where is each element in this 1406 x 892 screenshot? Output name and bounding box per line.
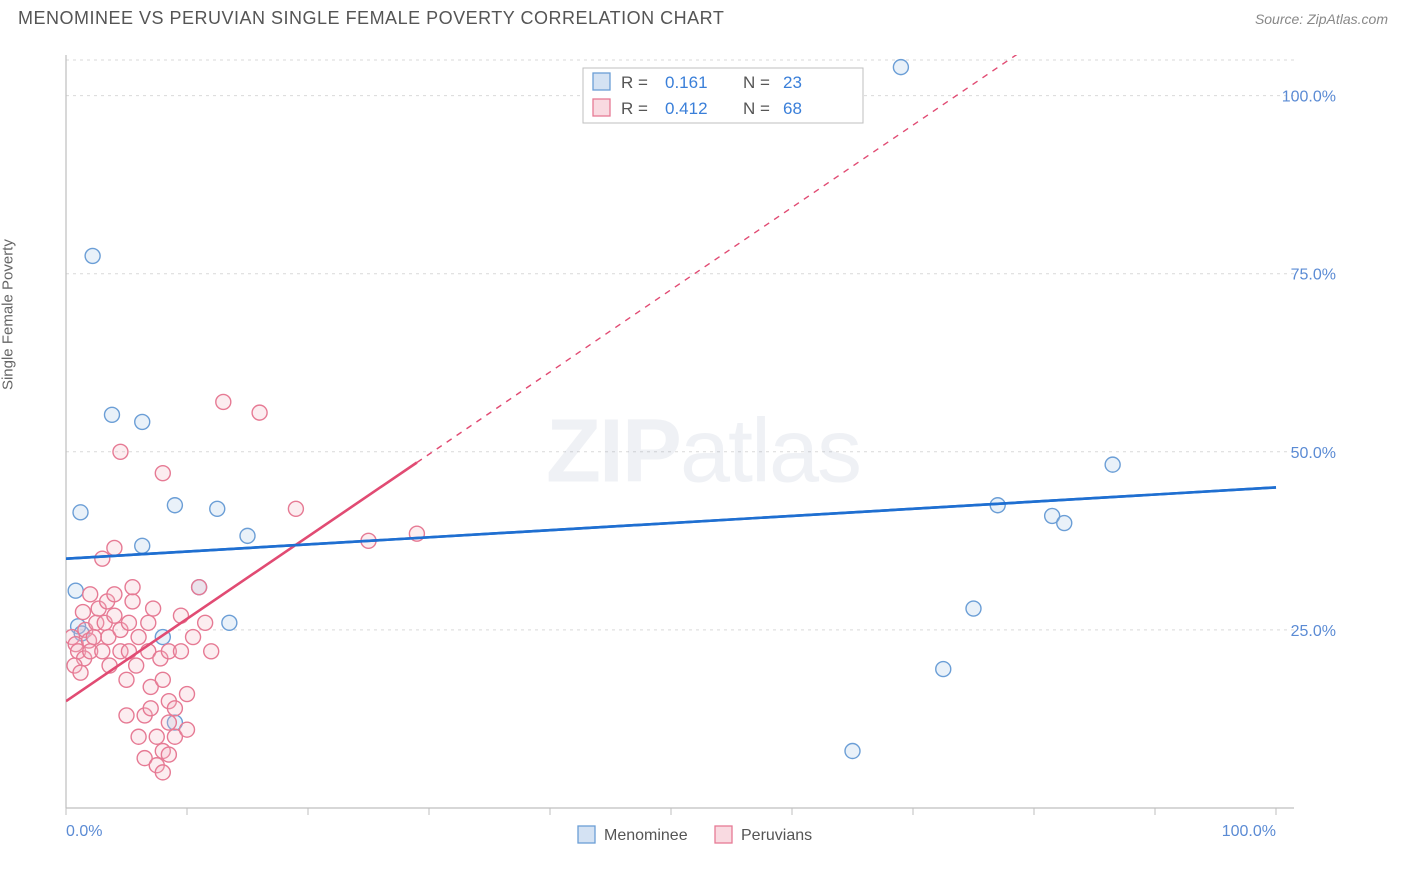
y-axis-label: Single Female Poverty	[0, 239, 17, 390]
svg-text:0.412: 0.412	[665, 99, 708, 118]
scatter-point	[129, 658, 144, 673]
scatter-point	[222, 615, 237, 630]
scatter-point	[95, 551, 110, 566]
scatter-point	[83, 587, 98, 602]
legend-swatch	[593, 73, 610, 90]
legend-label: Menominee	[604, 827, 688, 844]
scatter-point	[68, 583, 83, 598]
scatter-point	[113, 444, 128, 459]
scatter-point	[135, 538, 150, 553]
scatter-point	[119, 672, 134, 687]
scatter-point	[121, 615, 136, 630]
scatter-point	[121, 644, 136, 659]
scatter-point	[73, 665, 88, 680]
scatter-point	[107, 540, 122, 555]
scatter-point	[167, 701, 182, 716]
svg-text:0.161: 0.161	[665, 73, 708, 92]
scatter-point	[104, 407, 119, 422]
scatter-point	[155, 765, 170, 780]
scatter-point	[73, 505, 88, 520]
scatter-point	[155, 672, 170, 687]
scatter-point	[149, 729, 164, 744]
scatter-point	[141, 615, 156, 630]
scatter-point	[216, 394, 231, 409]
scatter-point	[1105, 457, 1120, 472]
scatter-point	[125, 580, 140, 595]
svg-text:100.0%: 100.0%	[1282, 89, 1336, 106]
scatter-point	[240, 528, 255, 543]
scatter-point	[252, 405, 267, 420]
scatter-point	[204, 644, 219, 659]
svg-text:23: 23	[783, 73, 802, 92]
svg-text:100.0%: 100.0%	[1222, 823, 1276, 840]
scatter-point	[288, 501, 303, 516]
scatter-point	[155, 466, 170, 481]
scatter-point	[125, 594, 140, 609]
scatter-point	[95, 644, 110, 659]
scatter-point	[75, 605, 90, 620]
scatter-point	[161, 747, 176, 762]
scatter-point	[893, 60, 908, 75]
chart-source: Source: ZipAtlas.com	[1255, 11, 1388, 27]
scatter-point	[131, 729, 146, 744]
scatter-point	[107, 608, 122, 623]
scatter-point	[180, 687, 195, 702]
scatter-point	[85, 248, 100, 263]
scatter-point	[86, 630, 101, 645]
scatter-point	[143, 701, 158, 716]
svg-text:68: 68	[783, 99, 802, 118]
scatter-point	[845, 744, 860, 759]
scatter-point	[131, 630, 146, 645]
scatter-point	[198, 615, 213, 630]
svg-text:75.0%: 75.0%	[1291, 267, 1336, 284]
svg-text:R =: R =	[621, 99, 648, 118]
legend-swatch	[578, 826, 595, 843]
scatter-point	[135, 414, 150, 429]
svg-text:0.0%: 0.0%	[66, 823, 102, 840]
chart-container: Single Female Poverty 25.0%50.0%75.0%100…	[18, 40, 1388, 874]
scatter-chart: 25.0% 50.0% 75.0% 100.0% 0.0% 100.0% R = 0.161 N…	[18, 40, 1338, 850]
scatter-point	[107, 587, 122, 602]
legend-label: Peruvians	[741, 827, 812, 844]
svg-text:R =: R =	[621, 73, 648, 92]
svg-text:25.0%: 25.0%	[1291, 623, 1336, 640]
chart-title: MENOMINEE VS PERUVIAN SINGLE FEMALE POVE…	[18, 8, 724, 29]
scatter-point	[186, 630, 201, 645]
scatter-point	[966, 601, 981, 616]
scatter-point	[167, 498, 182, 513]
scatter-point	[119, 708, 134, 723]
scatter-point	[146, 601, 161, 616]
scatter-point	[161, 715, 176, 730]
scatter-point	[192, 580, 207, 595]
legend-swatch	[593, 99, 610, 116]
svg-text:50.0%: 50.0%	[1291, 445, 1336, 462]
scatter-point	[1057, 516, 1072, 531]
scatter-point	[936, 662, 951, 677]
legend-swatch	[715, 826, 732, 843]
trend-line	[66, 462, 417, 701]
svg-text:N =: N =	[743, 73, 770, 92]
scatter-point	[180, 722, 195, 737]
scatter-point	[210, 501, 225, 516]
scatter-point	[173, 644, 188, 659]
svg-text:N =: N =	[743, 99, 770, 118]
